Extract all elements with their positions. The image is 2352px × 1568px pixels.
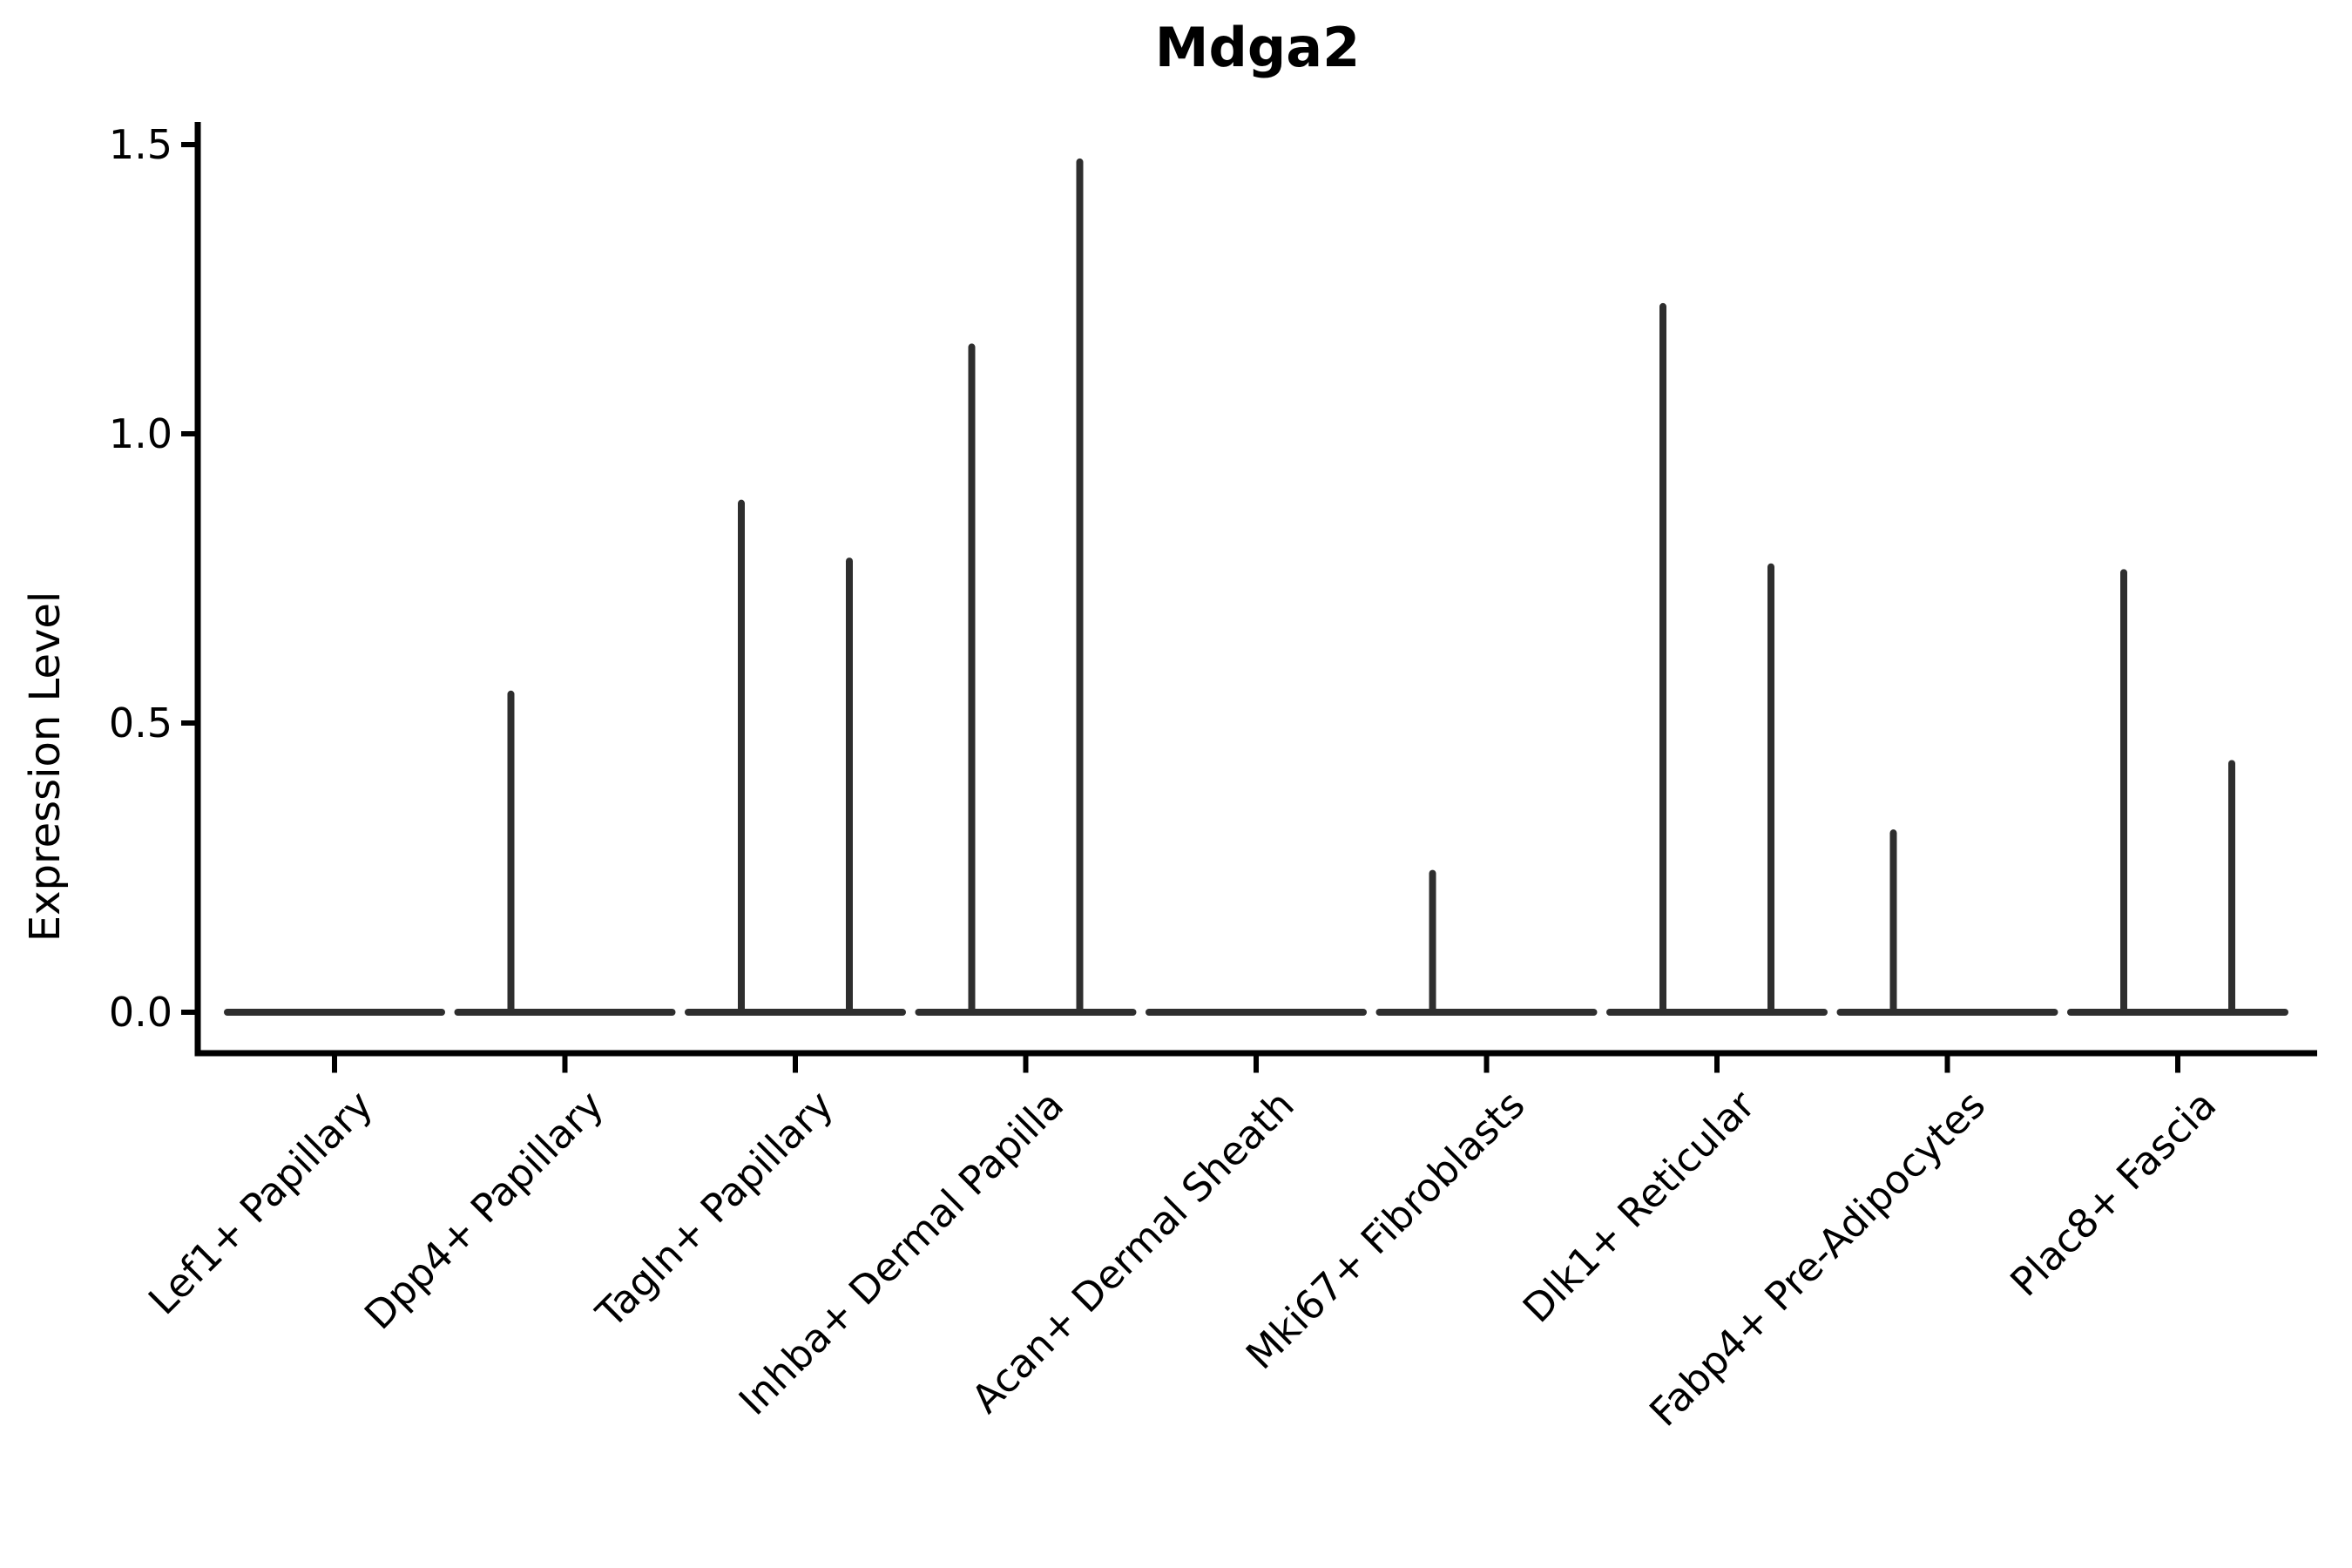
y-tick-label: 1.0: [108, 410, 172, 457]
y-tick-label: 0.5: [108, 700, 172, 747]
chart-title: Mdga2: [1154, 16, 1361, 79]
y-tick-label: 0.0: [108, 989, 172, 1036]
y-tick-label: 1.5: [108, 121, 172, 168]
